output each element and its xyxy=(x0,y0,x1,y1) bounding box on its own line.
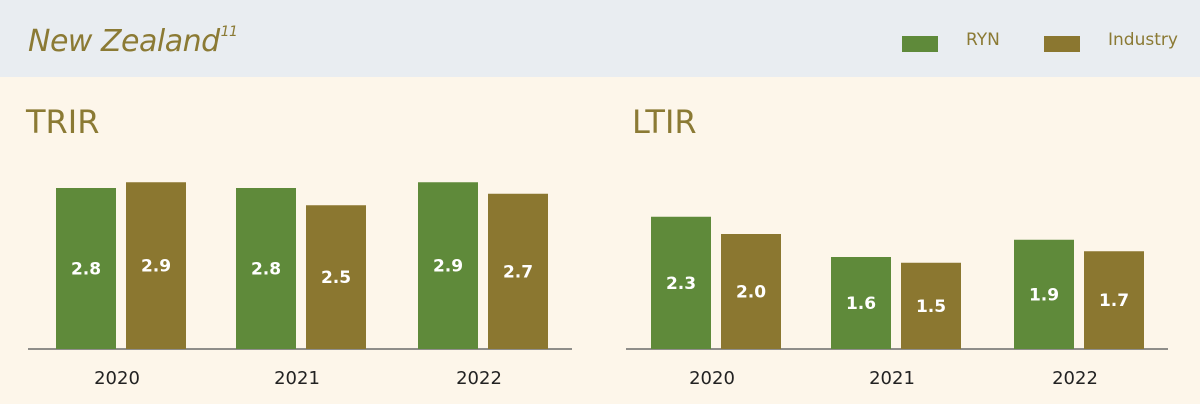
trir-bar-ryn-2020 xyxy=(56,188,116,349)
trir-data-label-ryn-2021: 2.8 xyxy=(251,260,281,280)
trir-bar-industry-2021 xyxy=(306,205,366,349)
trir-tick-label-2022: 2022 xyxy=(456,368,502,389)
trir-chart-title: TRIR xyxy=(26,103,100,141)
legend-label-ryn: RYN xyxy=(966,30,1000,50)
ltir-data-label-ryn-2022: 1.9 xyxy=(1029,285,1059,305)
legend-swatch-ryn xyxy=(902,36,938,52)
ltir-bar-industry-2021 xyxy=(901,262,961,349)
trir-data-label-ryn-2022: 2.9 xyxy=(433,257,463,277)
trir-bar-industry-2022 xyxy=(488,193,548,349)
trir-data-label-ryn-2020: 2.8 xyxy=(71,260,101,280)
ltir-bar-industry-2020 xyxy=(721,234,781,349)
legend-item-ryn: RYN xyxy=(902,30,1000,54)
trir-bar-ryn-2021 xyxy=(236,188,296,349)
ltir-data-label-ryn-2020: 2.3 xyxy=(666,274,696,294)
ltir-bar-industry-2022 xyxy=(1084,251,1144,349)
trir-data-label-industry-2022: 2.7 xyxy=(503,262,533,282)
ltir-bar-ryn-2022 xyxy=(1014,239,1074,349)
legend-swatch-industry xyxy=(1044,36,1080,52)
ltir-tick-label-2020: 2020 xyxy=(689,368,735,389)
ltir-bar-ryn-2021 xyxy=(831,257,891,349)
ltir-tick-label-2022: 2022 xyxy=(1052,368,1098,389)
region-title-text: New Zealand xyxy=(28,24,220,59)
trir-tick-label-2021: 2021 xyxy=(274,368,320,389)
ltir-data-label-industry-2020: 2.0 xyxy=(736,283,766,303)
trir-bar-ryn-2022 xyxy=(418,182,478,349)
ltir-bar-ryn-2020 xyxy=(651,216,711,349)
region-title: New Zealand11 xyxy=(28,24,238,59)
legend-item-industry: Industry xyxy=(1044,30,1178,54)
ltir-chart-title: LTIR xyxy=(632,103,697,141)
ltir-tick-label-2021: 2021 xyxy=(869,368,915,389)
legend-label-industry: Industry xyxy=(1108,30,1178,50)
trir-bar-industry-2020 xyxy=(126,182,186,349)
trir-data-label-industry-2021: 2.5 xyxy=(321,268,351,288)
ltir-data-label-industry-2022: 1.7 xyxy=(1099,291,1129,311)
ltir-data-label-ryn-2021: 1.6 xyxy=(846,294,876,314)
footnote-marker: 11 xyxy=(220,24,238,40)
ltir-data-label-industry-2021: 1.5 xyxy=(916,297,946,317)
trir-data-label-industry-2020: 2.9 xyxy=(141,257,171,277)
trir-tick-label-2020: 2020 xyxy=(94,368,140,389)
region-header: New Zealand11 RYN Industry xyxy=(0,0,1200,77)
